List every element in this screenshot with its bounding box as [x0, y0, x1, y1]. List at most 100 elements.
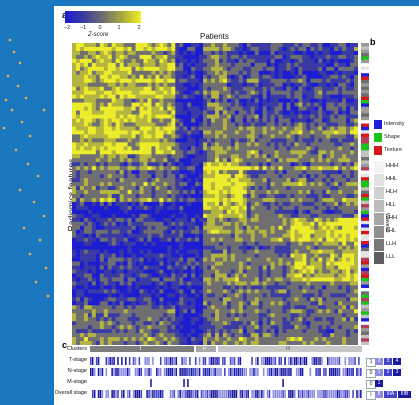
heatmap-cell	[354, 82, 358, 88]
heatmap-cell	[230, 74, 236, 80]
heatmap-cell	[91, 253, 97, 258]
heatmap-cell	[286, 150, 291, 155]
heatmap-cell	[175, 241, 180, 246]
heatmap-cell	[99, 142, 105, 147]
heatmap-cell	[75, 102, 81, 107]
heatmap-cell	[163, 293, 168, 298]
heatmap-cell	[258, 74, 263, 80]
heatmap-cell	[338, 166, 343, 171]
heatmap-cell	[163, 233, 168, 239]
heatmap-cell	[72, 150, 77, 155]
heatmap-cell	[119, 134, 124, 139]
heatmap-cell	[250, 90, 256, 95]
heatmap-cell	[183, 126, 188, 131]
heatmap-cell	[99, 257, 105, 262]
heatmap-cell	[342, 62, 347, 68]
heatmap-cell	[99, 114, 105, 119]
heatmap-cell	[326, 273, 331, 278]
heatmap-cell	[330, 122, 335, 127]
heatmap-cell	[222, 190, 228, 195]
heatmap-cell	[139, 237, 144, 242]
heatmap-cell	[226, 170, 232, 175]
heatmap-cell	[139, 253, 144, 258]
heatmap-cell	[314, 229, 319, 235]
heatmap-cell	[119, 313, 124, 318]
heatmap-cell	[270, 58, 275, 64]
heatmap-cell	[135, 170, 140, 175]
heatmap-cell	[115, 213, 120, 219]
heatmap-cell	[159, 313, 164, 318]
heatmap-cell	[135, 70, 140, 76]
heatmap-cell	[171, 78, 176, 84]
heatmap-cell	[258, 281, 263, 286]
heatmap-cell	[314, 174, 319, 179]
heatmap-cell	[191, 118, 196, 123]
heatmap-cell	[338, 273, 343, 278]
heatmap-cell	[278, 309, 283, 314]
heatmap-cell	[310, 150, 315, 155]
heatmap-cell	[155, 114, 160, 119]
heatmap-cell	[250, 233, 256, 239]
heatmap-cell	[226, 253, 232, 258]
heatmap-cell	[334, 194, 339, 199]
heatmap-cell	[72, 66, 77, 72]
heatmap-cell	[350, 201, 355, 207]
heatmap-cell	[191, 154, 196, 159]
heatmap-cell	[107, 58, 113, 64]
heatmap-cell	[99, 86, 105, 91]
heatmap-cell	[250, 86, 256, 91]
heatmap-cell	[234, 301, 240, 306]
heatmap-cell	[203, 138, 208, 143]
heatmap-cell	[155, 253, 160, 258]
heatmap-cell	[270, 313, 275, 318]
heatmap-cell	[342, 301, 347, 306]
heatmap-cell	[211, 269, 216, 274]
heatmap-cell	[254, 305, 259, 310]
heatmap-cell	[338, 209, 343, 215]
heatmap-cell	[203, 237, 208, 242]
heatmap-cell	[330, 285, 335, 290]
heatmap-cell	[143, 150, 148, 155]
heatmap-cell	[199, 118, 204, 123]
heatmap-cell	[163, 281, 168, 286]
heatmap-cell	[250, 217, 256, 223]
heatmap-cell	[294, 297, 299, 302]
heatmap-cell	[278, 313, 283, 318]
heatmap-cell	[286, 221, 291, 227]
heatmap-cell	[79, 43, 85, 48]
heatmap-cell	[119, 166, 124, 171]
heatmap-cell	[135, 78, 140, 84]
heatmap-cell	[187, 70, 192, 76]
heatmap-cell	[294, 201, 299, 207]
heatmap-cell	[334, 130, 339, 135]
heatmap-cell	[111, 90, 116, 95]
heatmap-cell	[87, 197, 93, 203]
heatmap-cell	[314, 90, 319, 95]
heatmap-cell	[183, 293, 188, 298]
heatmap-cell	[306, 46, 311, 52]
heatmap-cell	[151, 150, 156, 155]
heatmap-cell	[346, 269, 351, 274]
heatmap-cell	[107, 90, 113, 95]
heatmap-cell	[222, 174, 228, 179]
heatmap-cell	[207, 106, 212, 111]
heatmap-cell	[294, 313, 299, 318]
heatmap-cell	[218, 233, 224, 239]
heatmap-cell	[218, 122, 224, 127]
heatmap-cell	[159, 118, 164, 123]
colorbar-tick: −2	[63, 25, 71, 31]
heatmap-cell	[72, 130, 77, 135]
heatmap-cell	[159, 293, 164, 298]
heatmap-cell	[222, 150, 228, 155]
heatmap-cell	[282, 74, 287, 80]
heatmap-cell	[127, 257, 132, 262]
heatmap-cell	[91, 245, 97, 250]
heatmap-cell	[326, 102, 331, 107]
heatmap-cell	[199, 205, 204, 211]
heatmap-cell	[278, 138, 283, 143]
heatmap-cell	[302, 197, 307, 203]
heatmap-cell	[95, 178, 101, 183]
heatmap-cell	[334, 241, 339, 246]
heatmap-cell	[211, 285, 216, 290]
heatmap-cell	[338, 269, 343, 274]
